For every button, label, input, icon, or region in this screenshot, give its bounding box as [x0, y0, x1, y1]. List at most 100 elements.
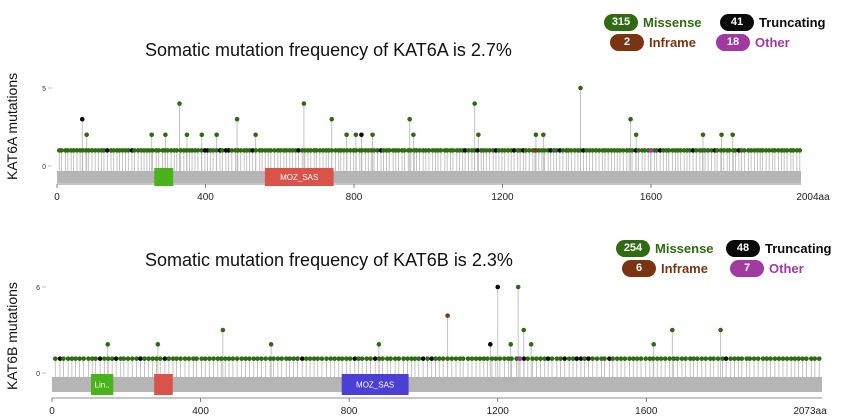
- kat6b-mutation-point: [311, 356, 317, 361]
- kat6a-mutation-point: [89, 148, 95, 153]
- kat6b-mutation-point: [401, 356, 406, 361]
- kat6b-mutation-point: [268, 342, 274, 347]
- kat6b-legend-missense[interactable]: 254 Missense: [616, 240, 714, 257]
- kat6b-mutation-point: [631, 356, 636, 361]
- kat6b-mutation-point: [643, 356, 649, 361]
- kat6b-mutation-point: [339, 356, 345, 361]
- kat6b-chart-title: Somatic mutation frequency of KAT6B is 2…: [145, 250, 513, 270]
- kat6b-mutation-point: [142, 356, 147, 361]
- kat6b-mutation-point: [211, 356, 216, 361]
- kat6a-mutation-point: [554, 148, 559, 153]
- kat6b-domain: [91, 374, 114, 395]
- kat6b-mutation-point: [538, 356, 543, 361]
- kat6a-mutation-point: [126, 148, 131, 153]
- kat6b-mutation-point: [514, 356, 519, 361]
- kat6b-mutation-point: [405, 356, 410, 361]
- kat6a-legend-missense[interactable]: 315 Missense: [604, 14, 702, 31]
- kat6b-mutation-point: [768, 356, 773, 361]
- kat6a-mutation-point: [541, 132, 546, 138]
- kat6a-mutation-point: [475, 148, 480, 153]
- kat6b-mutation-point: [396, 356, 402, 361]
- kat6b-mutation-point: [562, 356, 567, 361]
- kat6a-x-tick-label: 1200: [491, 192, 514, 203]
- kat6a-mutation-point: [301, 101, 307, 106]
- kat6b-mutation-point: [129, 356, 135, 361]
- kat6a-mutation-point: [705, 148, 711, 153]
- kat6b-mutation-point: [720, 356, 725, 361]
- kat6b-mutation-point: [542, 356, 548, 361]
- kat6a-mutation-point: [466, 148, 471, 153]
- kat6a-mutation-point: [526, 148, 532, 153]
- kat6b-mutation-point: [747, 356, 753, 361]
- kat6b-mutation-point: [578, 356, 584, 361]
- kat6b-mutation-point: [508, 342, 514, 347]
- kat6b-mutation-point: [226, 356, 232, 361]
- kat6b-x-tick-label: 400: [192, 406, 209, 417]
- kat6b-mutation-point: [772, 356, 778, 361]
- kat6b-legend-truncating[interactable]: 48 Truncating: [726, 240, 831, 257]
- kat6b-mutation-point: [744, 356, 749, 361]
- kat6a-mutation-point: [359, 148, 365, 153]
- kat6b-mutation-point: [275, 356, 281, 361]
- kat6a-legend-truncating[interactable]: 41 Truncating: [720, 14, 825, 31]
- kat6a-mutation-point: [727, 148, 732, 153]
- kat6a-mutation-point: [199, 132, 205, 138]
- kat6a-mutation-point: [444, 148, 450, 153]
- kat6b-domain: [154, 374, 173, 395]
- kat6b-mutation-point: [755, 356, 761, 361]
- kat6b-mutation-point: [570, 356, 576, 361]
- kat6a-mutation-point: [560, 148, 566, 153]
- kat6a-mutation-point: [605, 148, 611, 153]
- kat6a-mutation-point: [272, 148, 277, 153]
- kat6a-mutation-point: [359, 132, 364, 138]
- kat6b-mutation-point: [718, 327, 723, 333]
- kat6a-mutation-point: [402, 148, 407, 153]
- kat6a-legend-other[interactable]: 18 Other: [716, 34, 790, 51]
- kat6b-mutation-point: [497, 356, 503, 361]
- kat6b-mutation-point: [429, 356, 434, 361]
- kat6a-other-label: Other: [755, 35, 790, 50]
- kat6a-chart-title: Somatic mutation frequency of KAT6A is 2…: [145, 40, 512, 60]
- kat6a-legend-inframe[interactable]: 2 Inframe: [610, 34, 696, 51]
- kat6b-mutation-point: [332, 356, 337, 361]
- kat6b-mutation-point: [699, 356, 705, 361]
- kat6a-mutation-point: [174, 148, 180, 153]
- kat6a-mutation-point: [590, 148, 595, 153]
- kat6b-mutation-point: [372, 356, 378, 361]
- kat6a-mutation-point: [760, 148, 765, 153]
- kat6b-mutation-point: [776, 356, 782, 361]
- kat6a-mutation-point: [742, 148, 747, 153]
- kat6a-mutation-point: [178, 148, 183, 153]
- kat6b-mutation-point: [445, 356, 450, 361]
- kat6b-mutation-point: [506, 356, 511, 361]
- kat6b-mutation-point: [638, 356, 644, 361]
- kat6b-mutation-point: [61, 356, 66, 361]
- kat6a-mutation-point: [165, 148, 170, 153]
- kat6b-mutation-point: [650, 356, 656, 361]
- kat6b-mutation-point: [315, 356, 321, 361]
- kat6a-mutation-point: [654, 148, 660, 153]
- kat6b-mutation-point: [436, 356, 442, 361]
- kat6b-legend-inframe[interactable]: 6 Inframe: [622, 260, 708, 277]
- kat6b-lollipop-plot: 0 6 0 400 800 1200 1600 2073aa Lin.. MOZ_SAS: [36, 284, 827, 417]
- kat6b-mutation-point: [259, 356, 264, 361]
- kat6b-mutation-point: [453, 356, 459, 361]
- kat6a-mutation-point: [450, 148, 456, 153]
- kat6a-mutation-point: [621, 148, 626, 153]
- kat6b-mutation-point: [359, 356, 365, 361]
- kat6a-y-tick-label: 0: [42, 164, 46, 171]
- kat6b-mutation-point: [344, 356, 349, 361]
- kat6b-mutation-point: [121, 356, 127, 361]
- kat6a-missense-label: Missense: [643, 15, 702, 30]
- kat6b-mutation-point: [251, 356, 257, 361]
- kat6a-x-tick-label: 400: [197, 192, 214, 203]
- kat6a-mutation-point: [408, 148, 414, 153]
- kat6a-mutation-point: [59, 148, 64, 153]
- kat6a-domain-label: MOZ_SAS: [280, 173, 318, 182]
- kat6b-legend-other[interactable]: 7 Other: [730, 260, 804, 277]
- kat6b-mutation-point: [671, 356, 677, 361]
- kat6a-protein-length-label: 2004aa: [796, 192, 830, 203]
- kat6b-mutation-point: [634, 356, 640, 361]
- kat6b-mutation-point: [239, 356, 244, 361]
- kat6a-mutation-point: [253, 132, 258, 138]
